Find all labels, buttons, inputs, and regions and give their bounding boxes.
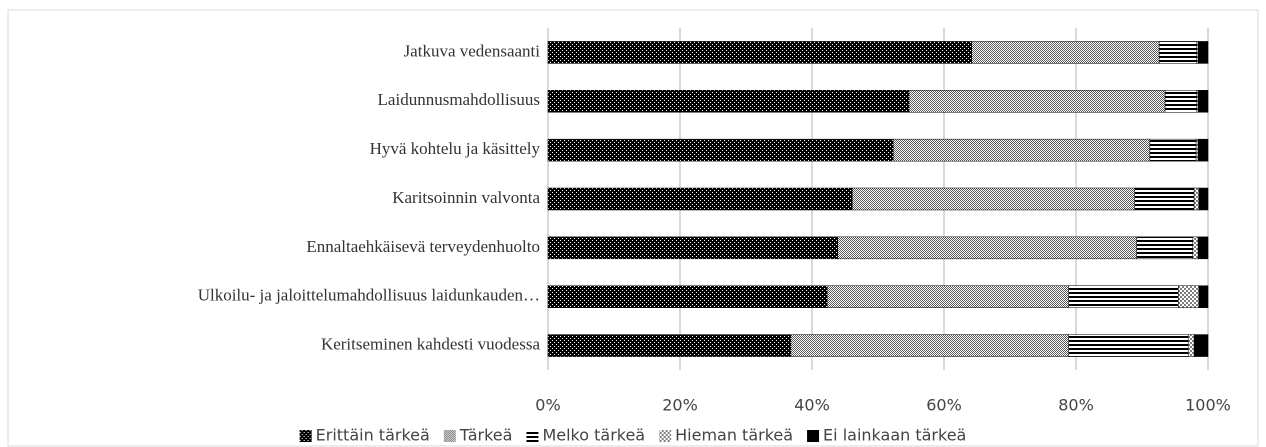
- legend-swatch: [659, 430, 672, 442]
- bar-segment: [1164, 90, 1198, 113]
- legend-swatch: [299, 430, 312, 442]
- legend-label: Erittäin tärkeä: [316, 426, 430, 445]
- bar-segment: [547, 41, 972, 64]
- bar-segment: [1197, 90, 1209, 113]
- legend-label: Ei lainkaan tärkeä: [823, 426, 966, 445]
- x-tick-label: 20%: [662, 396, 698, 415]
- bar-segment: [1149, 138, 1197, 162]
- bar-segment: [971, 41, 1160, 64]
- y-tick-label: Ennaltaehkäisevä terveydenhuolto: [306, 237, 540, 256]
- bar-segment: [826, 285, 1069, 308]
- bar-segment: [837, 236, 1137, 260]
- bar-segment: [1136, 236, 1194, 260]
- bar-segment: [908, 90, 1166, 113]
- bar-segment: [1193, 187, 1200, 211]
- legend-swatch: [526, 430, 539, 442]
- bar-segment: [1198, 285, 1209, 308]
- legend-label: Tärkeä: [459, 426, 513, 445]
- bar-segment: [1178, 285, 1200, 308]
- bar-segment: [1197, 236, 1209, 260]
- y-tick-label: Jatkuva vedensaanti: [404, 41, 541, 60]
- x-tick-label: 40%: [794, 396, 830, 415]
- y-tick-label: Keritseminen kahdesti vuodessa: [321, 334, 541, 353]
- legend-swatch: [443, 430, 456, 442]
- bar-segment: [1187, 334, 1195, 357]
- y-tick-label: Ulkoilu- ja jaloittelumahdollisuus laidu…: [198, 286, 540, 305]
- bar-segment: [547, 90, 910, 113]
- bar-segment: [1195, 138, 1199, 162]
- bar-segment: [1192, 236, 1199, 260]
- y-tick-label: Hyvä kohtelu ja käsittely: [370, 139, 541, 158]
- x-tick-label: 60%: [926, 396, 962, 415]
- bar-segment: [1068, 334, 1189, 357]
- legend-label: Hieman tärkeä: [675, 426, 793, 445]
- x-tick-label: 100%: [1185, 396, 1231, 415]
- chart-frame: [7, 9, 1259, 447]
- legend-swatch: [807, 430, 820, 442]
- bar-segment: [547, 334, 792, 357]
- bar-segment: [1068, 285, 1179, 308]
- bar-segment: [1198, 187, 1209, 211]
- legend-label: Melko tärkeä: [542, 426, 645, 445]
- bar-segment: [1134, 187, 1195, 211]
- bar-segment: [547, 138, 894, 162]
- bar-segment: [547, 285, 828, 308]
- bar-segment: [1197, 138, 1209, 162]
- bar-segment: [1158, 41, 1198, 64]
- bar-segment: [1197, 41, 1209, 64]
- y-tick-label: Karitsoinnin valvonta: [392, 188, 540, 207]
- x-tick-label: 80%: [1058, 396, 1094, 415]
- x-tick-label: 0%: [535, 396, 560, 415]
- bar-segment: [547, 187, 853, 211]
- bar-segment: [852, 187, 1135, 211]
- legend: Erittäin tärkeä Tärkeä Melko tärkeä Hieman …: [299, 426, 966, 445]
- bar-segment: [790, 334, 1069, 357]
- y-tick-label: Laidunnusmahdollisuus: [378, 90, 540, 109]
- bar-segment: [892, 138, 1151, 162]
- bar-segment: [547, 236, 838, 260]
- bar-segment: [1193, 334, 1209, 357]
